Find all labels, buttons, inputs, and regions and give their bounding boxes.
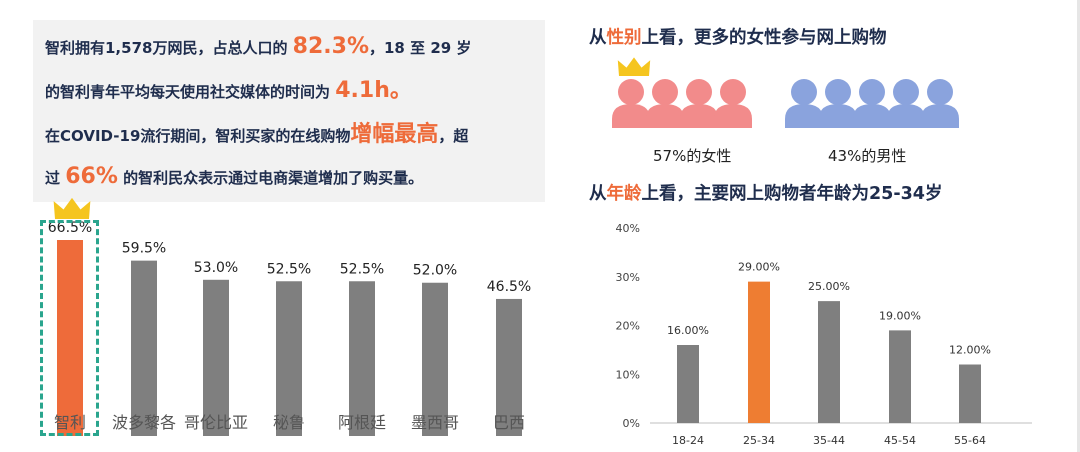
country-tick-label: 智利: [54, 413, 86, 432]
age-bar: [748, 281, 770, 423]
country-tick-label: 墨西哥: [411, 413, 459, 432]
highlight-value: 82.3%: [292, 34, 369, 59]
info-text: 过: [45, 169, 66, 187]
highlight-value: 4.1h。: [335, 78, 412, 103]
info-box: 智利拥有1,578万网民，占总人口的 82.3%，18 至 29 岁 的智利青年…: [33, 20, 545, 202]
country-bar: [496, 298, 522, 436]
female-person-icon: [646, 79, 684, 128]
age-data-label: 16.00%: [667, 324, 709, 337]
age-bar: [959, 364, 981, 423]
age-bar: [818, 301, 840, 423]
heading-text: 上看，主要网上购物者年龄为25-34岁: [641, 184, 943, 204]
info-line-1: 智利拥有1,578万网民，占总人口的 82.3%，18 至 29 岁: [45, 34, 471, 61]
country-tick-label: 巴西: [493, 413, 525, 432]
country-tick-label: 阿根廷: [338, 413, 386, 432]
country-tick-label: 哥伦比亚: [184, 413, 248, 432]
female-person-icon: [680, 79, 718, 128]
age-y-tick-label: 40%: [616, 222, 640, 235]
male-person-icon: [921, 79, 959, 128]
info-text: 智利拥有1,578万网民，占总人口的: [45, 39, 293, 57]
age-data-label: 19.00%: [879, 309, 921, 322]
age-x-tick-label: 45-54: [884, 434, 916, 447]
country-tick-label: 秘鲁: [273, 413, 305, 432]
crown-icon: [617, 57, 651, 76]
country-data-label: 53.0%: [194, 260, 238, 276]
country-data-label: 52.5%: [267, 261, 311, 277]
info-line-2: 的智利青年平均每天使用社交媒体的时间为 4.1h。: [45, 78, 412, 105]
heading-text: 上看，更多的女性参与网上购物: [641, 28, 887, 48]
age-x-tick-label: 55-64: [954, 434, 986, 447]
highlight-value: 增幅最高: [350, 122, 439, 147]
info-text: ，超: [438, 127, 469, 145]
country-data-label: 66.5%: [48, 220, 92, 236]
crown-icon: [53, 197, 91, 219]
country-data-label: 46.5%: [487, 279, 531, 295]
info-line-4: 过 66% 的智利民众表示通过电商渠道增加了购买量。: [45, 164, 423, 191]
info-text: 的智利青年平均每天使用社交媒体的时间为: [45, 83, 336, 101]
country-bar: [422, 282, 448, 436]
age-x-tick-label: 18-24: [672, 434, 704, 447]
country-bar: [131, 260, 157, 436]
info-line-3: 在COVID-19流行期间，智利买家的在线购物增幅最高，超: [45, 122, 468, 149]
age-bar: [677, 345, 699, 423]
heading-highlight: 年龄: [606, 184, 642, 204]
age-y-tick-label: 10%: [616, 368, 640, 381]
country-tick-label: 波多黎各: [112, 413, 176, 432]
male-person-icon: [887, 79, 925, 128]
heading-text: 从: [589, 184, 607, 204]
country-data-label: 59.5%: [122, 241, 166, 257]
age-y-tick-label: 0%: [623, 417, 640, 430]
male-label: 43%的男性: [828, 147, 907, 165]
info-text: ，18 至 29 岁: [369, 39, 472, 57]
female-label: 57%的女性: [653, 147, 732, 165]
age-data-label: 25.00%: [808, 280, 850, 293]
country-data-label: 52.5%: [340, 261, 384, 277]
age-x-tick-label: 35-44: [813, 434, 845, 447]
gender-heading: 从性别上看，更多的女性参与网上购物: [589, 24, 887, 49]
female-person-icon: [612, 79, 650, 128]
male-person-icon: [853, 79, 891, 128]
male-person-icon: [785, 79, 823, 128]
age-data-label: 12.00%: [949, 344, 991, 357]
male-person-icon: [819, 79, 857, 128]
info-text: 在COVID-19流行期间，智利买家的在线购物: [45, 127, 351, 145]
heading-highlight: 性别: [606, 28, 642, 48]
age-heading: 从年龄上看，主要网上购物者年龄为25-34岁: [589, 180, 942, 205]
age-y-tick-label: 20%: [616, 320, 640, 333]
country-bar: [57, 240, 83, 436]
country-data-label: 52.0%: [413, 263, 457, 279]
country-bar: [276, 281, 302, 436]
highlight-dashed-frame: [40, 220, 99, 436]
country-bar: [349, 281, 375, 436]
right-border: [1077, 0, 1080, 452]
info-text: 的智利民众表示通过电商渠道增加了购买量。: [117, 169, 424, 187]
country-bar: [203, 279, 229, 436]
highlight-value: 66%: [65, 164, 118, 189]
age-y-tick-label: 30%: [616, 271, 640, 284]
age-x-tick-label: 25-34: [743, 434, 775, 447]
female-person-icon: [714, 79, 752, 128]
age-data-label: 29.00%: [738, 261, 780, 274]
age-bar: [889, 330, 911, 423]
heading-text: 从: [589, 28, 607, 48]
